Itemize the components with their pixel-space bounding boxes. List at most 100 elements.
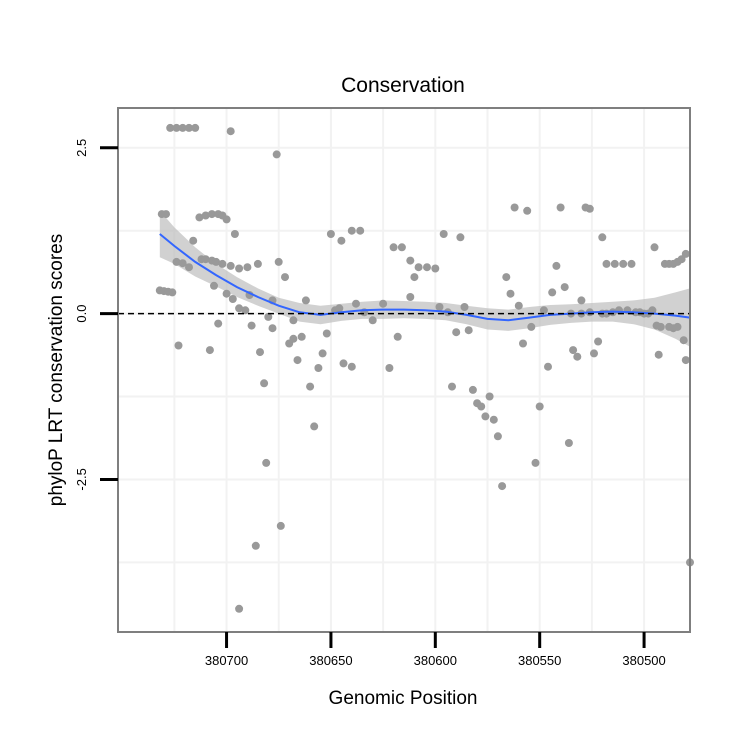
data-point bbox=[498, 482, 507, 491]
data-point bbox=[460, 303, 469, 311]
data-point bbox=[573, 352, 582, 361]
data-point bbox=[247, 321, 256, 330]
data-point bbox=[172, 123, 181, 132]
data-point bbox=[544, 362, 552, 371]
data-point bbox=[201, 211, 210, 220]
data-point bbox=[222, 215, 231, 224]
data-point bbox=[648, 306, 657, 315]
data-point bbox=[339, 359, 348, 368]
data-point bbox=[456, 233, 465, 242]
data-point bbox=[489, 415, 498, 424]
data-point bbox=[168, 288, 177, 297]
data-point bbox=[251, 541, 260, 550]
data-point bbox=[214, 319, 223, 328]
confidence-ribbon bbox=[159, 210, 691, 347]
data-point bbox=[673, 322, 682, 331]
data-point bbox=[185, 263, 193, 272]
data-point bbox=[502, 273, 511, 282]
data-point bbox=[481, 412, 490, 421]
confidence-ribbon-layer bbox=[159, 210, 691, 347]
data-point bbox=[385, 364, 394, 372]
data-point bbox=[397, 243, 406, 252]
data-point bbox=[256, 348, 264, 357]
data-point bbox=[477, 402, 486, 411]
chart-title: Conservation bbox=[341, 74, 465, 97]
data-point bbox=[289, 334, 298, 343]
data-point bbox=[514, 301, 523, 310]
data-point bbox=[335, 304, 344, 313]
data-point bbox=[262, 458, 271, 467]
data-point bbox=[577, 296, 586, 305]
data-point bbox=[431, 264, 440, 273]
data-point bbox=[260, 379, 269, 388]
data-point bbox=[523, 206, 532, 215]
data-point bbox=[337, 236, 346, 245]
data-point bbox=[552, 261, 561, 270]
data-point bbox=[218, 259, 227, 268]
data-point bbox=[352, 299, 360, 308]
y-axis-title: phyloP LRT conservation scores bbox=[46, 234, 67, 507]
panel-border bbox=[117, 107, 691, 633]
data-point bbox=[243, 263, 252, 272]
data-point bbox=[448, 382, 456, 391]
data-point bbox=[560, 283, 569, 292]
data-point bbox=[297, 332, 306, 341]
data-point bbox=[650, 243, 659, 252]
data-point bbox=[178, 259, 187, 268]
data-point bbox=[235, 304, 244, 313]
data-point bbox=[485, 392, 494, 401]
data-point bbox=[535, 402, 544, 411]
data-point bbox=[406, 256, 415, 265]
data-point bbox=[191, 123, 200, 132]
data-point bbox=[201, 255, 210, 264]
data-point bbox=[235, 604, 244, 613]
data-point bbox=[531, 458, 540, 467]
data-point bbox=[510, 203, 519, 212]
data-point bbox=[527, 322, 536, 331]
data-point bbox=[174, 341, 183, 350]
data-point bbox=[556, 203, 565, 212]
data-point bbox=[281, 273, 289, 282]
data-point bbox=[310, 422, 319, 431]
data-point bbox=[166, 123, 175, 132]
x-tick-label: 380650 bbox=[309, 653, 352, 668]
data-point bbox=[452, 328, 461, 337]
data-point bbox=[410, 273, 419, 282]
data-point bbox=[207, 210, 216, 219]
data-point bbox=[226, 261, 235, 270]
data-point bbox=[210, 281, 218, 290]
x-tick-label: 380550 bbox=[518, 653, 561, 668]
data-point bbox=[406, 293, 415, 301]
points-layer bbox=[155, 123, 694, 613]
data-point bbox=[423, 263, 431, 272]
x-axis: 380700 380650 380600 380550 380500 bbox=[205, 632, 666, 668]
data-point bbox=[493, 432, 502, 441]
data-point bbox=[368, 316, 377, 325]
grid-lines bbox=[118, 108, 690, 632]
data-point bbox=[228, 295, 237, 303]
data-point bbox=[178, 123, 187, 132]
data-point bbox=[468, 385, 477, 394]
data-point bbox=[322, 329, 331, 338]
data-point bbox=[264, 312, 273, 321]
y-tick-label: 0.0 bbox=[74, 305, 89, 323]
x-axis-title: Genomic Position bbox=[329, 688, 478, 709]
data-point bbox=[276, 521, 285, 530]
data-point bbox=[205, 346, 214, 355]
data-point bbox=[393, 332, 402, 341]
data-point bbox=[654, 350, 663, 359]
data-point bbox=[226, 127, 235, 136]
data-point bbox=[272, 150, 281, 159]
data-point bbox=[189, 236, 198, 245]
data-point bbox=[241, 306, 250, 315]
smooth-line-layer bbox=[159, 233, 691, 322]
data-point bbox=[619, 259, 628, 268]
data-point bbox=[230, 230, 239, 238]
data-point bbox=[602, 259, 611, 268]
data-point bbox=[652, 321, 661, 330]
data-point bbox=[222, 289, 231, 298]
data-point bbox=[598, 233, 607, 242]
data-point bbox=[564, 439, 573, 447]
data-point bbox=[356, 226, 365, 235]
